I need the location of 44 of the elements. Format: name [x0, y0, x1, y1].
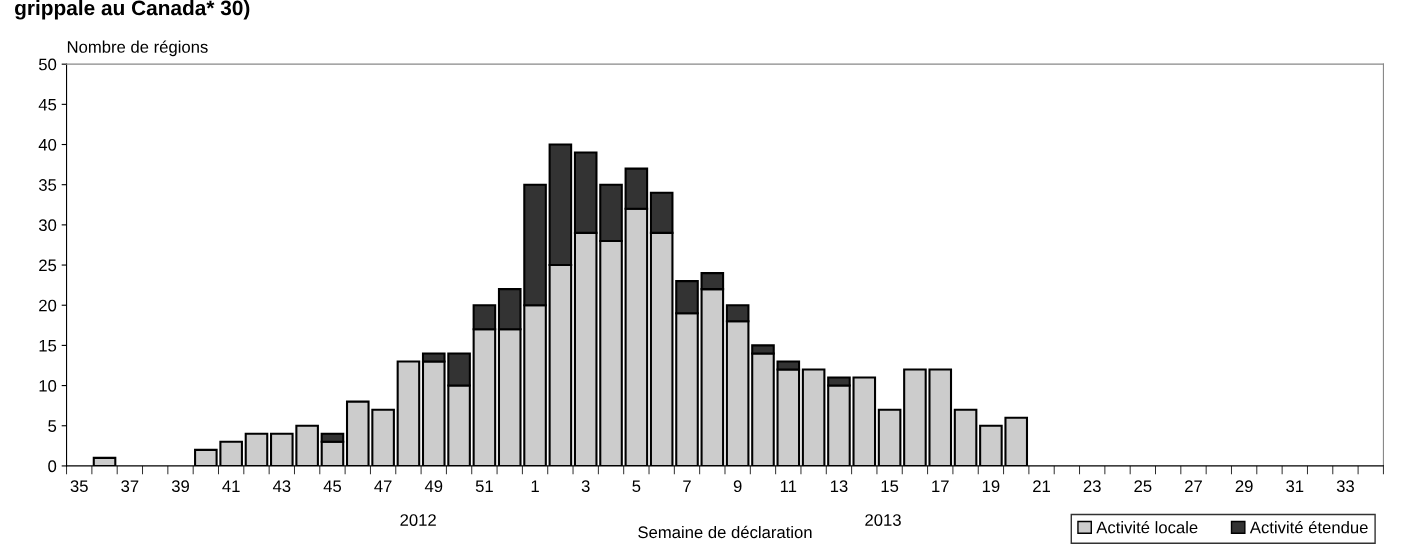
y-tick-label: 45 — [38, 98, 57, 111]
text: 2012 — [400, 514, 436, 526]
x-tick-label: 19 — [982, 480, 1000, 493]
x-tick-label: 9 — [733, 480, 742, 493]
x-tick-label: 27 — [1185, 480, 1202, 492]
x-tick-label: 31 — [1286, 480, 1304, 493]
y-tick-label: 20 — [39, 299, 57, 312]
x-tick-label: 11 — [780, 480, 797, 492]
x-tick-label: 15 — [881, 480, 899, 493]
x-tick-label: 45 — [323, 480, 342, 493]
x-tick-label: 1 — [531, 480, 539, 492]
y-tick-label: 40 — [38, 138, 57, 151]
x-tick-label: 23 — [1083, 480, 1101, 493]
y-axis-title: Nombre de régions — [67, 40, 208, 57]
text: 2013 — [865, 514, 901, 526]
x-tick-label: 3 — [581, 480, 590, 493]
y-tick-label: 10 — [39, 379, 57, 392]
x-tick-label: 41 — [222, 480, 240, 492]
x-tick-label: 35 — [70, 480, 88, 493]
x-tick-label: 51 — [475, 480, 493, 493]
x-tick-label: 37 — [121, 480, 139, 493]
x-tick-label: 49 — [424, 480, 443, 493]
y-tick-label: 25 — [39, 259, 57, 272]
y-tick-label: 0 — [48, 460, 57, 473]
x-tick-label: 43 — [272, 480, 291, 493]
y-tick-label: 35 — [38, 179, 57, 191]
x-tick-label: 17 — [932, 480, 949, 492]
legend-label: Activité étendue — [1249, 520, 1368, 534]
x-tick-label: 39 — [171, 480, 189, 493]
y-tick-label: 5 — [48, 420, 57, 432]
x-tick-label: 33 — [1336, 480, 1354, 493]
chart-title: grippale au Canada* 30) — [15, 0, 250, 20]
legend-label: Activité locale — [1096, 520, 1198, 534]
y-tick-label: 50 — [38, 58, 57, 71]
x-tick-label: 47 — [374, 480, 392, 492]
x-tick-label: 21 — [1033, 480, 1051, 492]
x-tick-label: 29 — [1235, 480, 1253, 493]
x-axis-title: Semaine de déclaration — [638, 525, 812, 539]
x-tick-label: 25 — [1134, 480, 1152, 493]
x-tick-label: 7 — [683, 480, 691, 492]
y-tick-label: 30 — [38, 219, 57, 232]
x-tick-label: 13 — [830, 480, 848, 493]
y-tick-label: 15 — [39, 339, 57, 352]
x-tick-label: 5 — [632, 480, 641, 493]
